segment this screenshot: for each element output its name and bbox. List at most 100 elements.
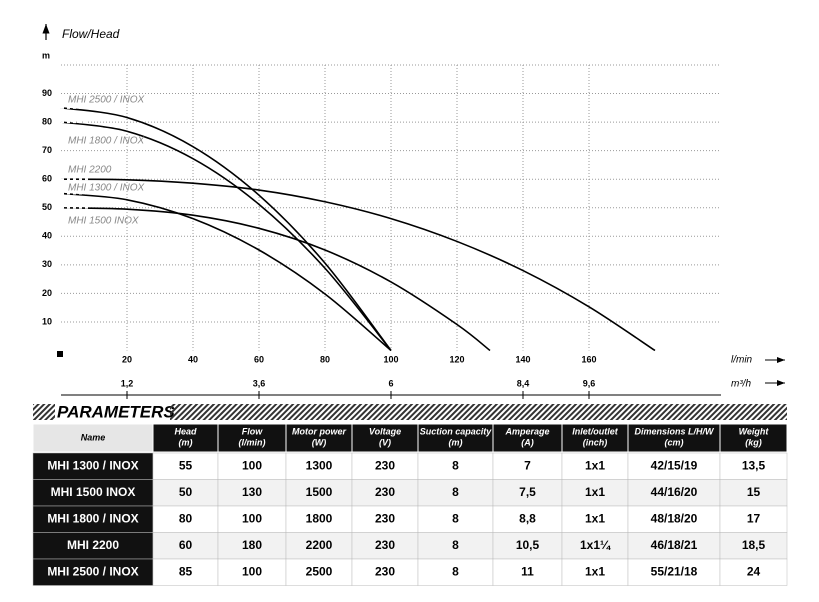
cell	[417, 452, 494, 480]
cell	[351, 532, 419, 560]
cell	[351, 452, 419, 480]
cell-text: 24	[747, 565, 761, 579]
cell-text: 17	[747, 512, 761, 526]
cell-text: 1x1	[585, 459, 605, 473]
x-tick-label: 140	[515, 354, 530, 364]
cell	[719, 452, 788, 480]
header-text: (V)	[379, 437, 391, 447]
cell-text: 1x1	[585, 565, 605, 579]
cell	[417, 479, 494, 507]
cell	[561, 452, 629, 480]
pump-curve	[60, 192, 392, 352]
cell	[285, 532, 353, 560]
curve-label: MHI 2200	[68, 165, 112, 176]
header-text: (W)	[312, 437, 327, 447]
header-cell	[217, 423, 287, 453]
chart-title: Flow/Head	[62, 27, 120, 41]
cell	[152, 452, 219, 480]
header-cell	[492, 423, 563, 453]
header-text: (A)	[521, 437, 534, 447]
cell-text: 44/16/20	[651, 485, 698, 499]
header-text: (kg)	[745, 437, 762, 447]
cell-text: 55/21/18	[651, 565, 698, 579]
header-text: Amperage	[504, 426, 549, 436]
pump-curve	[60, 206, 491, 352]
cell-text: MHI 1500 INOX	[51, 485, 136, 499]
x2-tick-label: 6	[388, 378, 393, 388]
cell-text: 46/18/21	[651, 538, 698, 552]
cell	[152, 479, 219, 507]
header-text: (m)	[179, 437, 193, 447]
cell	[719, 558, 788, 586]
cell-text: 1x1¼	[580, 538, 611, 552]
pump-curve	[60, 107, 392, 351]
cell-text: 8	[452, 565, 459, 579]
header-text: Voltage	[369, 426, 401, 436]
cell-text: 8	[452, 459, 459, 473]
curve-label: MHI 1500 INOX	[68, 216, 139, 227]
header-cell	[152, 423, 219, 453]
cell-text: 55	[179, 459, 193, 473]
cell-text: 100	[242, 512, 262, 526]
cell-text: 1800	[306, 512, 333, 526]
cell-text: 130	[242, 485, 262, 499]
x2-tick-label: 1,2	[121, 378, 134, 388]
cell	[719, 479, 788, 507]
cell-text: 85	[179, 565, 193, 579]
header-text: Dimensions L/H/W	[634, 426, 715, 436]
header-text: (m)	[449, 437, 463, 447]
header-text: Suction capacity	[420, 426, 493, 436]
x2-tick-label: 3,6	[253, 378, 266, 388]
cell-text: 1300	[306, 459, 333, 473]
cell	[719, 532, 788, 560]
cell-text: 42/15/19	[651, 459, 698, 473]
cell-text: 1x1	[585, 485, 605, 499]
header-cell	[561, 423, 629, 453]
cell	[417, 532, 494, 560]
cell-text: 2200	[306, 538, 333, 552]
header-text: Head	[174, 426, 197, 436]
cell-text: 230	[375, 485, 395, 499]
y-tick-label: 40	[42, 231, 52, 241]
y-tick-label: 50	[42, 202, 52, 212]
cell-text: MHI 1800 / INOX	[47, 512, 138, 526]
cell	[152, 532, 219, 560]
cell	[719, 505, 788, 533]
x-tick-label: 80	[320, 354, 330, 364]
cell-text: 7	[524, 459, 531, 473]
cell-text: 230	[375, 565, 395, 579]
cell-text: 2500	[306, 565, 333, 579]
cell-text: 230	[375, 512, 395, 526]
cell-text: 1x1	[585, 512, 605, 526]
cell-text: 8	[452, 485, 459, 499]
cell-text: 100	[242, 459, 262, 473]
hatch	[33, 404, 55, 420]
header-text: Inlet/outlet	[572, 426, 618, 436]
x2-tick-label: 8,4	[517, 378, 530, 388]
table-title: PARAMETERS	[57, 402, 175, 421]
y-tick-label: 20	[42, 288, 52, 298]
cell	[417, 558, 494, 586]
cell-text: 8	[452, 512, 459, 526]
x-unit: l/min	[731, 355, 753, 366]
cell	[217, 532, 287, 560]
header-cell	[719, 423, 788, 453]
header-text: (inch)	[583, 437, 608, 447]
y-tick-label: 70	[42, 145, 52, 155]
cell-text: 48/18/20	[651, 512, 698, 526]
y-tick-label: 10	[42, 316, 52, 326]
cell-text: 8	[452, 538, 459, 552]
x-tick-label: 20	[122, 354, 132, 364]
cell-text: 8,8	[519, 512, 536, 526]
cell	[627, 558, 721, 586]
cell	[627, 532, 721, 560]
y-tick-label: 80	[42, 116, 52, 126]
x-tick-label: 160	[581, 354, 596, 364]
cell-text: MHI 1300 / INOX	[47, 459, 138, 473]
cell	[492, 505, 563, 533]
cell	[152, 558, 219, 586]
cell-text: 100	[242, 565, 262, 579]
cell-text: 230	[375, 459, 395, 473]
